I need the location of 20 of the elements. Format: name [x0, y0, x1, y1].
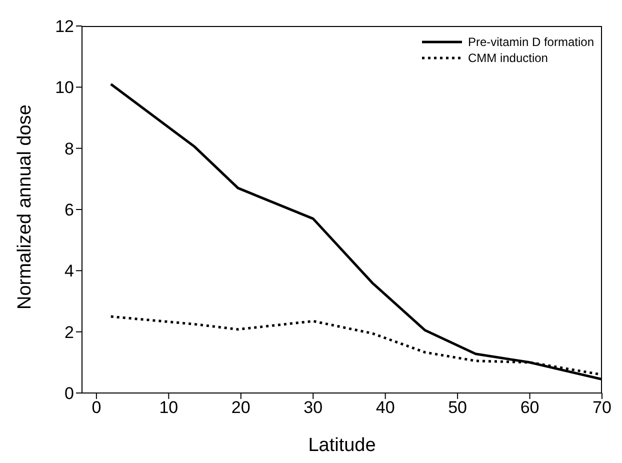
y-tick-label: 10 — [55, 78, 74, 98]
x-tick-label: 50 — [448, 398, 468, 418]
legend-label: CMM induction — [468, 50, 548, 66]
legend-label: Pre-vitamin D formation — [468, 34, 594, 50]
y-tick-label: 4 — [64, 262, 74, 281]
x-tick-label: 60 — [520, 398, 540, 418]
y-tick-label: 2 — [64, 322, 74, 342]
line-series — [110, 82, 602, 380]
y-tick-label: 6 — [64, 200, 74, 220]
x-tick-label: 70 — [592, 398, 612, 418]
y-tick-label: 12 — [55, 17, 74, 36]
y-tick-label: 8 — [64, 139, 74, 158]
x-tick-label: 40 — [376, 398, 395, 418]
x-tick-label: 20 — [231, 398, 250, 418]
y-tick-label: 0 — [64, 384, 74, 404]
x-tick-label: 10 — [159, 398, 178, 418]
x-axis-title: Latitude — [308, 435, 376, 456]
x-tick-label: 30 — [304, 398, 323, 418]
y-axis-title: Normalized annual dose — [14, 104, 36, 310]
x-tick-label: 0 — [92, 398, 102, 418]
